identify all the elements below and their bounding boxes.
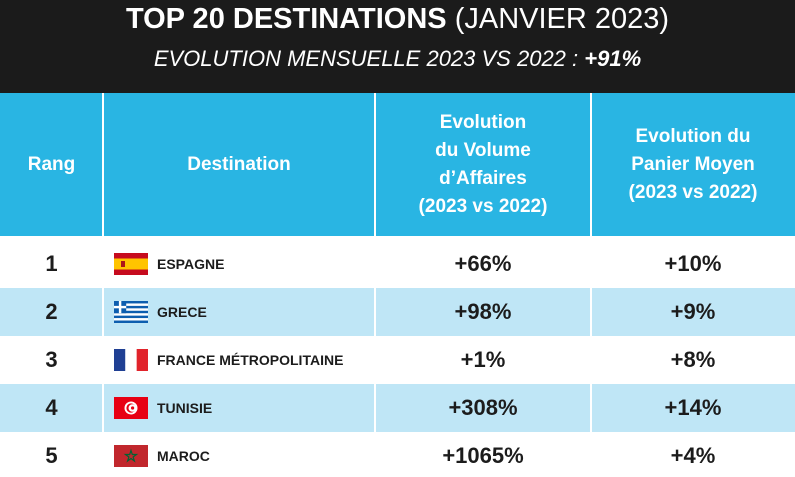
table-row: 1 ESPAGNE +66% +10%: [0, 240, 795, 288]
destination-cell: FRANCE MÉTROPOLITAINE: [103, 336, 375, 384]
column-divider: [102, 93, 104, 477]
volume-cell: +1065%: [442, 443, 524, 468]
france-flag-icon: [114, 349, 148, 371]
column-header-panier-line-3: (2023 vs 2022): [628, 181, 758, 203]
column-header-volume: Evolution du Volume d’Affaires (2023 vs …: [375, 93, 591, 236]
panier-cell: +4%: [670, 443, 716, 468]
morocco-flag-icon: [114, 445, 148, 467]
table-row: 4 TUNISIE +308% +14%: [0, 384, 795, 432]
column-header-panier: Evolution du Panier Moyen (2023 vs 2022): [591, 93, 795, 236]
column-header-panier-line-1: Evolution du: [635, 125, 751, 147]
column-header-volume-line-3: d’Affaires: [439, 167, 527, 189]
destination-cell: ESPAGNE: [103, 240, 375, 288]
destination-cell: TUNISIE: [103, 384, 375, 432]
destination-name: FRANCE MÉTROPOLITAINE: [157, 352, 344, 368]
destination-cell: MAROC: [103, 432, 375, 477]
column-header-rank-line: Rang: [27, 153, 76, 175]
page-header: TOP 20 DESTINATIONS (JANVIER 2023) EVOLU…: [0, 0, 795, 93]
page-title: TOP 20 DESTINATIONS (JANVIER 2023): [0, 2, 795, 36]
destination-name: GRECE: [157, 304, 207, 320]
column-header-rank: Rang: [0, 93, 103, 236]
volume-cell: +308%: [448, 395, 518, 420]
subtitle-label: EVOLUTION MENSUELLE 2023 VS 2022 :: [153, 46, 579, 71]
panier-cell: +8%: [670, 347, 716, 372]
rank-cell: 2: [45, 299, 58, 324]
panier-cell: +14%: [664, 395, 722, 420]
rank-cell: 4: [45, 395, 58, 420]
rank-cell: 3: [45, 347, 58, 372]
panier-cell: +10%: [664, 251, 722, 276]
title-main: TOP 20 DESTINATIONS: [125, 3, 447, 35]
panier-cell: +9%: [670, 299, 716, 324]
column-divider: [590, 93, 592, 477]
page-subtitle: EVOLUTION MENSUELLE 2023 VS 2022 : +91%: [0, 45, 795, 73]
column-divider: [374, 93, 376, 477]
rank-cell: 5: [45, 443, 58, 468]
column-header-destination: Destination: [103, 93, 375, 236]
table-row: 2 GRECE +98% +9%: [0, 288, 795, 336]
column-header-panier-line-2: Panier Moyen: [631, 153, 755, 175]
title-period: (JANVIER 2023): [454, 3, 670, 35]
greece-flag-icon: [114, 301, 148, 323]
table-header: Rang Destination Evolution du Volume d’A…: [0, 93, 795, 236]
destination-name: MAROC: [157, 448, 210, 464]
table-row: 5 MAROC +1065% +4%: [0, 432, 795, 477]
volume-cell: +66%: [454, 251, 512, 276]
table-row: 3 FRANCE MÉTROPOLITAINE +1% +8%: [0, 336, 795, 384]
spain-flag-icon: [114, 253, 148, 275]
subtitle-value: +91%: [584, 46, 642, 71]
column-header-volume-line-4: (2023 vs 2022): [418, 195, 548, 217]
destination-name: ESPAGNE: [157, 256, 225, 272]
rank-cell: 1: [45, 251, 58, 276]
tunisia-flag-icon: [114, 397, 148, 419]
volume-cell: +98%: [454, 299, 512, 324]
column-header-volume-line-1: Evolution: [439, 111, 527, 133]
column-header-destination-line: Destination: [187, 153, 291, 175]
destination-cell: GRECE: [103, 288, 375, 336]
destination-name: TUNISIE: [157, 400, 213, 416]
column-header-volume-line-2: du Volume: [435, 139, 531, 161]
volume-cell: +1%: [460, 347, 506, 372]
